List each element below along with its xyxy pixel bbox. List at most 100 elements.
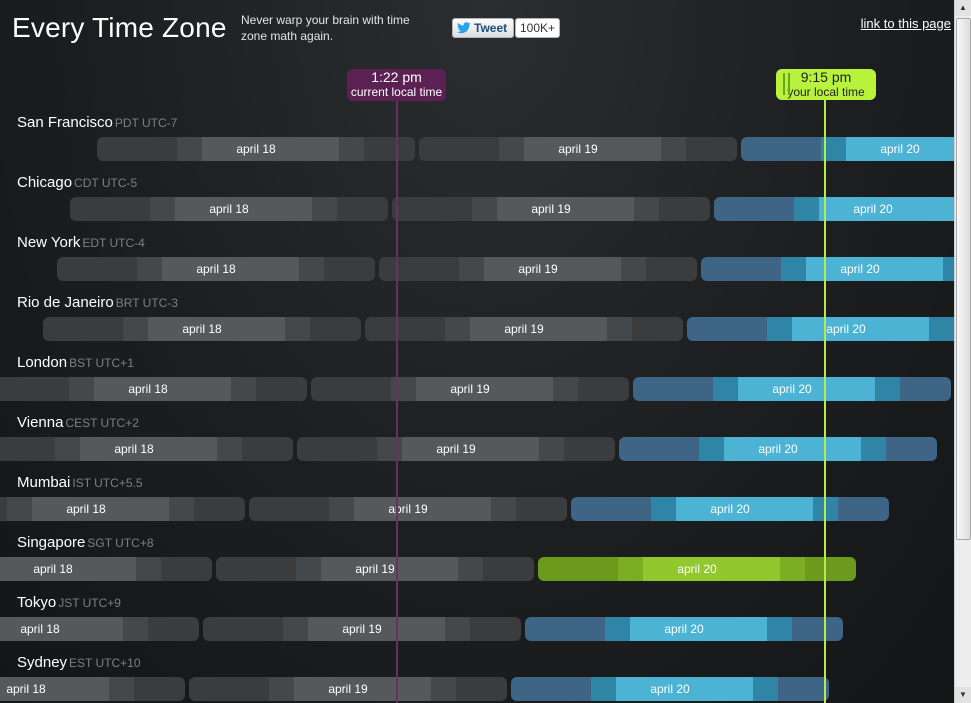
- hour-segment: [294, 677, 431, 701]
- hour-segment: [321, 557, 458, 581]
- zone-row: New York EDT UTC-4 april 18 april 19 april 2…: [0, 232, 955, 292]
- current-time-value: 1:22 pm: [371, 69, 422, 85]
- hour-segment: [7, 497, 32, 521]
- hour-segment: [177, 137, 202, 161]
- current-time-badge: 1:22 pm current local time: [347, 69, 446, 101]
- day-bar[interactable]: april 20: [619, 437, 937, 461]
- day-bar[interactable]: april 20: [714, 197, 955, 221]
- city-name: Vienna: [17, 414, 64, 431]
- tweet-button[interactable]: Tweet: [452, 18, 515, 38]
- hour-segment: [162, 257, 299, 281]
- hour-segment: [767, 317, 792, 341]
- day-bar[interactable]: april 18: [57, 257, 375, 281]
- hour-segment: [148, 617, 199, 641]
- day-bar[interactable]: april 18: [43, 317, 361, 341]
- hour-segment: [819, 197, 955, 221]
- hour-segment: [578, 377, 629, 401]
- day-bar[interactable]: april 19: [392, 197, 710, 221]
- day-label: april 20: [840, 262, 880, 276]
- local-time-line[interactable]: [824, 98, 826, 703]
- hour-segment: [634, 197, 659, 221]
- hour-segment: [686, 137, 737, 161]
- permalink-link[interactable]: link to this page: [860, 16, 951, 31]
- page-title: Every Time Zone: [12, 12, 227, 43]
- hour-segment: [203, 617, 283, 641]
- hour-segment: [767, 617, 792, 641]
- day-bar[interactable]: april 18: [0, 677, 185, 701]
- hour-segment: [651, 497, 676, 521]
- hour-segment: [794, 197, 819, 221]
- day-label: april 20: [664, 622, 704, 636]
- hour-segment: [591, 677, 616, 701]
- day-bar[interactable]: april 20: [741, 137, 955, 161]
- city-label: San Francisco PDT UTC-7: [17, 114, 177, 131]
- hour-segment: [676, 497, 813, 521]
- day-bar[interactable]: april 20: [633, 377, 951, 401]
- vertical-scrollbar[interactable]: ▲ ▼: [954, 0, 971, 703]
- day-bar[interactable]: april 18: [0, 617, 199, 641]
- day-label: april 18: [182, 322, 222, 336]
- tagline: Never warp your brain with time zone mat…: [241, 13, 410, 43]
- city-label: London BST UTC+1: [17, 354, 134, 371]
- drag-handle-icon[interactable]: [783, 73, 785, 95]
- day-bar[interactable]: april 19: [249, 497, 567, 521]
- hour-segment: [713, 377, 738, 401]
- day-bar[interactable]: april 18: [97, 137, 415, 161]
- tweet-count: 100K+: [515, 18, 561, 38]
- hour-segment: [202, 137, 339, 161]
- hour-segment: [470, 317, 607, 341]
- day-bar[interactable]: april 19: [379, 257, 697, 281]
- day-bar[interactable]: april 18: [0, 437, 293, 461]
- day-bar[interactable]: april 19: [203, 617, 521, 641]
- day-bar[interactable]: april 18: [70, 197, 388, 221]
- scrollbar-thumb[interactable]: [956, 18, 971, 540]
- hour-segment: [472, 197, 497, 221]
- scroll-down-icon[interactable]: ▼: [955, 687, 971, 703]
- hour-segment: [445, 617, 470, 641]
- day-label: april 20: [650, 682, 690, 696]
- city-label: Singapore SGT UTC+8: [17, 534, 154, 551]
- hour-segment: [875, 377, 900, 401]
- zone-row: San Francisco PDT UTC-7 april 18 april 19 ap…: [0, 112, 955, 172]
- hour-segment: [607, 317, 632, 341]
- day-bar[interactable]: april 20: [538, 557, 856, 581]
- city-label: Vienna CEST UTC+2: [17, 414, 139, 431]
- day-label: april 18: [128, 382, 168, 396]
- scroll-up-icon[interactable]: ▲: [955, 0, 971, 16]
- hour-segment: [445, 317, 470, 341]
- day-bar[interactable]: april 19: [189, 677, 507, 701]
- day-bar[interactable]: april 20: [511, 677, 829, 701]
- hour-segment: [329, 497, 354, 521]
- day-bar[interactable]: april 20: [525, 617, 843, 641]
- hour-segment: [80, 437, 217, 461]
- day-bar[interactable]: april 18: [0, 557, 212, 581]
- hour-segment: [699, 437, 724, 461]
- hour-segment: [0, 377, 69, 401]
- hour-segment: [738, 377, 875, 401]
- hour-segment: [324, 257, 375, 281]
- day-bar[interactable]: april 20: [701, 257, 955, 281]
- day-bar[interactable]: april 18: [0, 377, 307, 401]
- hour-segment: [123, 317, 148, 341]
- hour-segment: [299, 257, 324, 281]
- day-label: april 18: [209, 202, 249, 216]
- city-label: New York EDT UTC-4: [17, 234, 145, 251]
- hour-segment: [618, 557, 643, 581]
- zone-row: Singapore SGT UTC+8 april 18 april 19 april …: [0, 532, 955, 592]
- hour-segment: [194, 497, 245, 521]
- day-bar[interactable]: april 20: [687, 317, 955, 341]
- hour-segment: [456, 677, 507, 701]
- day-bar[interactable]: april 19: [216, 557, 534, 581]
- day-bar[interactable]: april 18: [0, 497, 245, 521]
- day-bar[interactable]: april 19: [419, 137, 737, 161]
- day-bar[interactable]: april 19: [311, 377, 629, 401]
- zone-row: Chicago CDT UTC-5 april 18 april 19 april 20: [0, 172, 955, 232]
- day-label: april 20: [853, 202, 893, 216]
- day-label: april 18: [114, 442, 154, 456]
- day-bar[interactable]: april 19: [365, 317, 683, 341]
- hour-segment: [616, 677, 753, 701]
- day-bar[interactable]: april 19: [297, 437, 615, 461]
- day-bar[interactable]: april 20: [571, 497, 889, 521]
- hour-segment: [621, 257, 646, 281]
- local-time-badge[interactable]: 9:15 pm your local time: [776, 69, 876, 100]
